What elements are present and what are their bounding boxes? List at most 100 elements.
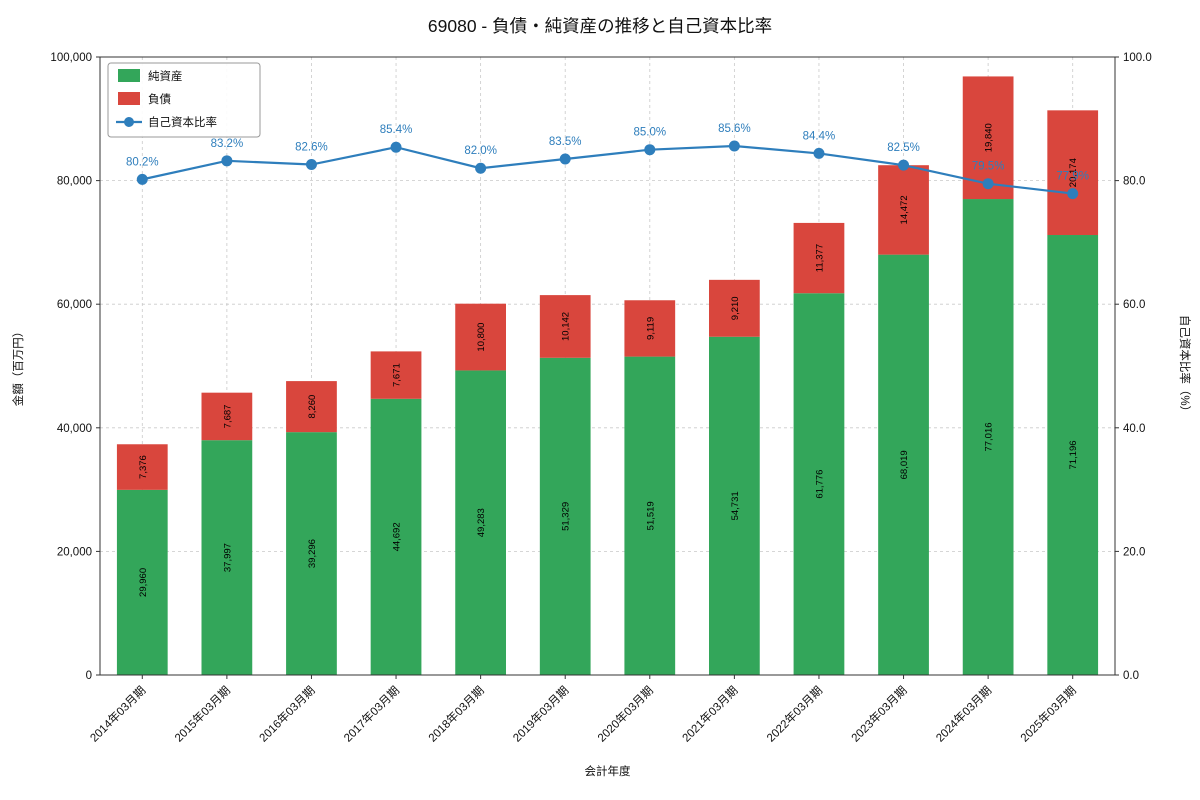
ratio-point — [644, 144, 656, 156]
legend-item-ratio-label: 自己資本比率 — [148, 115, 217, 129]
ratio-line: 80.2% 83.2% 82.6% 85.4% 82.0% 83.5% 85.0% 85.6%… — [126, 123, 1089, 200]
bar-segment-debt — [709, 279, 760, 337]
ratio-point — [982, 178, 994, 190]
equity-value-label: 77,016 — [984, 422, 995, 451]
ratio-point — [898, 159, 910, 171]
bar-segment-debt — [624, 300, 676, 357]
ratio-point — [475, 162, 487, 174]
ratio-point — [1067, 188, 1079, 200]
equity-value-label: 44,692 — [392, 522, 403, 551]
equity-value-label: 37,997 — [222, 543, 233, 572]
debt-value-label: 19,840 — [984, 123, 995, 152]
ytick-left-label: 100,000 — [50, 52, 92, 64]
debt-value-label: 8,260 — [307, 395, 318, 419]
equity-value-label: 61,776 — [814, 470, 825, 499]
bar-segment-equity — [455, 370, 506, 675]
equity-value-label: 71,196 — [1068, 440, 1079, 469]
xtick-label: 2020年03月期 — [594, 683, 655, 744]
ytick-right-label: 0.0 — [1123, 670, 1139, 682]
bar-segment-debt — [116, 444, 168, 490]
bar-segment-equity — [709, 336, 760, 675]
debt-value-label: 9,119 — [645, 317, 656, 340]
ytick-left-label: 80,000 — [57, 176, 92, 188]
ytick-left-label: 60,000 — [57, 299, 92, 311]
ratio-point — [728, 140, 740, 152]
ratio-point — [221, 155, 233, 167]
ratio-value-label: 83.2% — [211, 138, 244, 150]
ytick-right-label: 40.0 — [1123, 423, 1145, 435]
ratio-point — [390, 141, 402, 153]
equity-value-label: 68,019 — [899, 450, 910, 479]
bar-segment-equity — [116, 489, 168, 675]
xtick-label: 2014年03月期 — [87, 683, 148, 744]
bar-segment-debt — [878, 165, 929, 255]
debt-value-label: 9,210 — [730, 296, 741, 320]
ratio-point — [813, 147, 825, 159]
ratio-value-label: 77.9% — [1056, 171, 1089, 183]
xtick-label: 2022年03月期 — [764, 683, 825, 744]
ratio-value-label: 85.6% — [718, 123, 751, 135]
legend-item-debt-swatch — [118, 92, 140, 105]
xtick-label: 2016年03月期 — [256, 683, 317, 744]
legend-item-ratio-marker — [124, 117, 134, 127]
xtick-label: 2019年03月期 — [510, 683, 571, 744]
equity-value-label: 51,519 — [645, 501, 656, 530]
ratio-point — [559, 153, 571, 165]
bar-segment-equity — [201, 440, 253, 675]
debt-value-label: 11,377 — [814, 244, 825, 272]
bar-segment-debt — [539, 295, 591, 358]
debt-value-label: 7,376 — [138, 455, 149, 479]
legend-item-debt-label: 負債 — [148, 92, 171, 106]
left-axis-title: 金額（百万円） — [11, 326, 25, 407]
debt-value-label: 7,671 — [392, 363, 403, 387]
x-axis-title: 会計年度 — [585, 764, 631, 778]
xtick-label: 2024年03月期 — [933, 683, 994, 744]
bar-segment-equity — [962, 199, 1014, 675]
bar-segment-equity — [1047, 235, 1099, 675]
ratio-polyline — [142, 144, 1073, 195]
bar-segment-equity — [878, 254, 929, 675]
bar-segment-equity — [624, 356, 676, 675]
bar-segment-debt — [201, 392, 253, 441]
ytick-right-label: 100.0 — [1123, 52, 1152, 64]
equity-value-label: 49,283 — [476, 508, 487, 537]
xtick-label: 2017年03月期 — [341, 683, 402, 744]
bar-segment-debt — [370, 351, 422, 399]
equity-value-label: 54,731 — [730, 491, 741, 520]
equity-value-label: 29,960 — [138, 568, 149, 597]
bar-segment-equity — [370, 398, 422, 675]
ratio-value-label: 82.0% — [464, 145, 497, 157]
bar-segment-equity — [286, 432, 337, 675]
equity-value-label: 51,329 — [561, 502, 572, 531]
ratio-value-label: 85.4% — [380, 124, 413, 136]
ytick-right-label: 20.0 — [1123, 546, 1145, 558]
bars: 29,960 7,376 37,997 7,687 39,296 8,260 44,692 7… — [116, 76, 1099, 675]
ratio-value-label: 80.2% — [126, 156, 159, 168]
ratio-point — [305, 159, 317, 171]
ratio-value-label: 82.6% — [295, 142, 328, 154]
chart-title: 69080 - 負債・純資産の推移と自己資本比率 — [427, 16, 773, 36]
right-axis-title: 自己資本比率（%） — [1178, 315, 1192, 417]
ytick-right-label: 60.0 — [1123, 299, 1145, 311]
ratio-point — [136, 173, 148, 185]
bar-segment-debt — [286, 381, 337, 433]
ratio-value-label: 82.5% — [887, 142, 920, 154]
ytick-right-label: 80.0 — [1123, 176, 1145, 188]
ratio-value-label: 83.5% — [549, 136, 582, 148]
bar-segment-debt — [793, 222, 845, 294]
debt-value-label: 10,142 — [561, 312, 572, 341]
xtick-label: 2018年03月期 — [425, 683, 486, 744]
xtick-label: 2025年03月期 — [1017, 683, 1078, 744]
bar-segment-equity — [539, 357, 591, 675]
bar-segment-debt — [455, 303, 506, 371]
bar-segment-debt — [1047, 110, 1099, 236]
legend-item-equity-label: 純資産 — [148, 69, 183, 83]
xtick-label: 2021年03月期 — [679, 683, 740, 744]
xtick-label: 2015年03月期 — [172, 683, 233, 744]
legend-item-equity-swatch — [118, 69, 140, 82]
debt-value-label: 14,472 — [899, 195, 910, 224]
ratio-value-label: 79.5% — [972, 161, 1005, 173]
